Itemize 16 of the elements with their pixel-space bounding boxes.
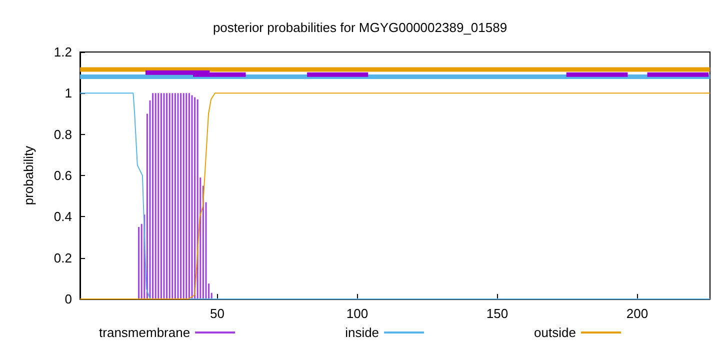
y-tick-label: 0 [64,292,72,306]
y-tick-label: 0.8 [54,126,72,142]
y-tick-label: 0.2 [54,250,72,266]
y-tick-label: 0.4 [54,209,72,224]
x-tick-label: 100 [346,306,368,321]
legend-label: transmembrane [99,325,190,340]
legend-label: inside [345,325,380,340]
y-tick-label: 1 [64,86,72,101]
y-axis-title: probability [21,145,36,206]
y-tick-label: 1.2 [54,44,72,60]
y-tick-label: 0.6 [54,168,72,183]
chart-title: posterior probabilities for MGYG000002389_01589 [212,20,508,35]
legend-label: outside [534,325,576,340]
x-tick-label: 200 [626,306,648,321]
x-tick-label: 50 [210,306,224,321]
x-tick-label: 150 [486,306,508,321]
